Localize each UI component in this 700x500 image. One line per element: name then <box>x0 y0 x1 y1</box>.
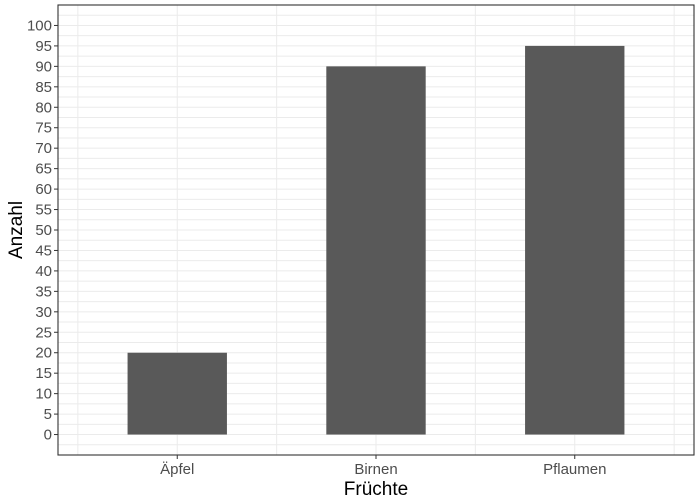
y-tick-label: 50 <box>35 222 52 239</box>
y-tick-label: 45 <box>35 242 52 259</box>
y-tick-label: 35 <box>35 283 52 300</box>
y-tick-label: 80 <box>35 99 52 116</box>
bars <box>127 45 625 435</box>
y-tick-label: 5 <box>44 406 52 423</box>
bar-pflaumen <box>525 45 625 435</box>
y-tick-label: 40 <box>35 263 52 280</box>
x-tick-label: Pflaumen <box>543 461 606 478</box>
bar-birnen <box>326 66 426 435</box>
y-tick-label: 85 <box>35 79 52 96</box>
y-tick-label: 60 <box>35 181 52 198</box>
x-tick-label: Birnen <box>354 461 397 478</box>
y-tick-label: 30 <box>35 304 52 321</box>
y-tick-label: 10 <box>35 386 52 403</box>
y-tick-label: 55 <box>35 202 52 219</box>
y-tick-label: 25 <box>35 324 52 341</box>
y-tick-label: 95 <box>35 38 52 55</box>
y-tick-label: 0 <box>44 427 52 444</box>
y-axis-title: Anzahl <box>6 201 27 259</box>
y-tick-label: 90 <box>35 58 52 75</box>
x-axis-title: Früchte <box>344 479 408 500</box>
y-tick-label: 100 <box>27 17 52 34</box>
y-tick-label: 20 <box>35 345 52 362</box>
bar-äpfel <box>127 352 227 435</box>
y-tick-label: 65 <box>35 161 52 178</box>
y-tick-label: 15 <box>35 365 52 382</box>
x-tick-label: Äpfel <box>160 461 194 478</box>
y-tick-label: 70 <box>35 140 52 157</box>
y-tick-label: 75 <box>35 120 52 137</box>
axis-ticks: 0 5 10 15 20 25 30 35 40 45 50 55 60 65 70 75 80 85 90 95 10… <box>27 17 606 478</box>
